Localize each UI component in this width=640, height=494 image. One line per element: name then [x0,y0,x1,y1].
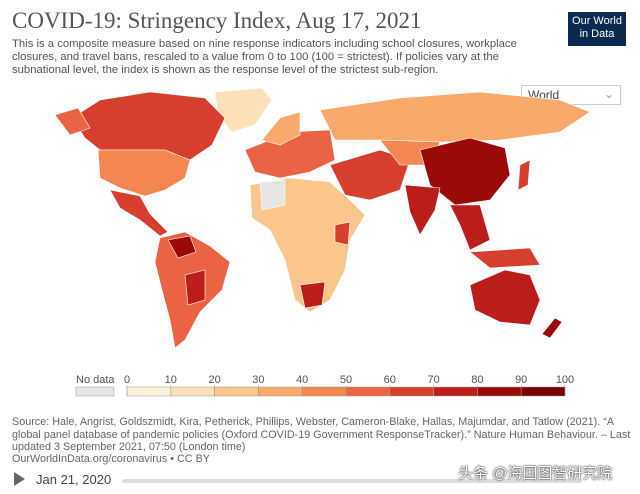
region [214,87,273,133]
legend-tick-label: 0 [124,374,130,386]
region [329,149,411,201]
region [54,107,91,136]
region [109,189,169,237]
legend-tick-label: 70 [427,374,439,386]
legend-tick-label: 40 [296,374,308,386]
region [404,184,441,236]
legend-swatch [345,386,391,397]
legend-tick-label: 30 [252,374,264,386]
play-button[interactable] [14,472,25,486]
region [71,91,226,161]
subtitle: This is a composite measure based on nin… [12,38,517,76]
no-data-label: No data [76,374,115,386]
legend-swatch [214,386,259,397]
title: COVID-19: Stringency Index, Aug 17, 2021 [12,8,422,33]
region [517,159,531,191]
region [97,149,191,197]
legend-swatch [520,386,566,397]
timeline-start: Jan 21, 2020 [36,472,112,487]
map: No data 0 10 20 30 40 50 60 70 80 90 100 [54,87,591,397]
no-data-swatch [75,386,115,397]
legend-swatch [126,386,172,397]
legend-swatch [389,386,434,397]
legend-tick-label: 60 [384,374,396,386]
legend-tick-label: 80 [471,374,483,386]
legend-tick-label: 90 [515,374,527,386]
legend-tick-label: 10 [165,374,177,386]
region [167,235,197,259]
logo-line: Our World [572,15,622,27]
region [249,177,366,313]
region [319,91,591,143]
region [259,179,286,211]
legend-swatch [258,386,303,397]
region [541,317,563,339]
legend-swatch [170,386,215,397]
legend-tick-label: 100 [556,374,574,386]
region [449,204,491,251]
legend-swatch [477,386,522,397]
region [261,111,301,146]
chevron: ⌄ [603,87,614,101]
region [184,269,206,306]
source: Source: Hale, Angrist, Goldszmidt, Kira,… [12,416,631,453]
legend-swatch [301,386,347,397]
legend-swatch [433,386,478,397]
logo[interactable]: Our World in Data [568,12,626,46]
legend-tick-label: 20 [208,374,220,386]
region [469,269,541,326]
logo-line: in Data [579,28,615,40]
timeline-slider[interactable] [122,479,582,483]
timeline: Jan 21, 2020 [0,466,640,494]
region [469,247,541,269]
source-link[interactable]: OurWorldInData.org/coronavirus • CC BY [12,453,210,465]
legend: No data 0 10 20 30 40 50 60 70 80 90 100 [75,374,574,397]
region [299,281,326,309]
watermark: 头条 @海国图智研究院 [458,465,613,482]
region [334,221,351,246]
legend-tick-label: 50 [340,374,352,386]
